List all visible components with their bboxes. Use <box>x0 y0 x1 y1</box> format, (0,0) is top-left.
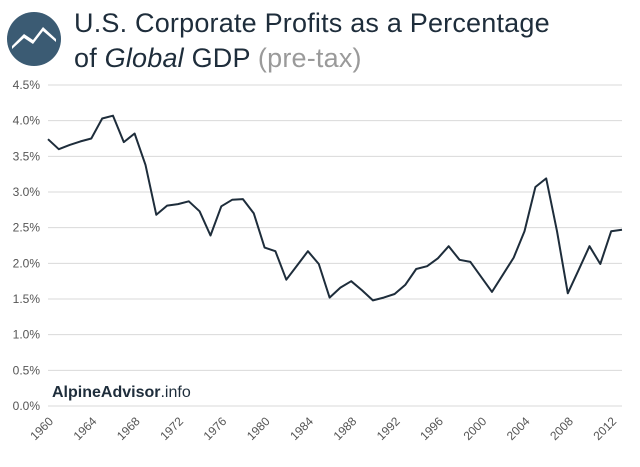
watermark: AlpineAdvisor.info <box>50 384 193 402</box>
title-italic-word: Global <box>104 43 184 73</box>
x-tick-label: 2000 <box>461 414 490 443</box>
series-line <box>47 114 623 302</box>
x-tick-label: 1980 <box>244 414 273 443</box>
x-tick-label: 2004 <box>504 414 533 443</box>
series-group <box>47 114 623 302</box>
y-tick-label: 1.5% <box>13 292 41 306</box>
x-tick-label: 1968 <box>114 414 143 443</box>
x-tick-label: 1972 <box>157 414 186 443</box>
y-tick-label: 4.0% <box>13 114 41 128</box>
x-tick-label: 1992 <box>374 414 403 443</box>
x-tick-label: 1988 <box>331 414 360 443</box>
watermark-bold: AlpineAdvisor <box>52 384 161 401</box>
x-tick-label: 1964 <box>71 414 100 443</box>
title-prefix: of <box>74 43 105 73</box>
title-line-1: U.S. Corporate Profits as a Percentage <box>74 8 550 38</box>
y-tick-label: 1.0% <box>13 328 41 342</box>
x-tick-label: 1996 <box>417 414 446 443</box>
x-tick-label: 1976 <box>201 414 230 443</box>
y-tick-label: 4.5% <box>13 78 41 92</box>
y-tick-label: 3.5% <box>13 149 41 163</box>
mountain-logo-icon <box>7 12 61 66</box>
y-tick-label: 3.0% <box>13 185 41 199</box>
x-tick-label: 1984 <box>287 414 316 443</box>
y-tick-label: 2.5% <box>13 221 41 235</box>
y-axis-ticks: 0.0% 0.5% 1.0% 1.5% 2.0% 2.5% 3.0% 3.5% 4.0% 4.5% <box>13 78 41 413</box>
x-tick-label: 2012 <box>591 414 620 443</box>
x-tick-label: 2008 <box>547 414 576 443</box>
title-line-2: of Global GDP (pre-tax) <box>74 41 550 76</box>
watermark-rest: .info <box>160 384 191 401</box>
title-subtitle: (pre-tax) <box>257 43 362 73</box>
y-tick-label: 0.5% <box>13 363 41 377</box>
y-tick-label: 0.0% <box>13 399 41 413</box>
title-rest: GDP <box>183 43 258 73</box>
x-axis-ticks: 1960 1964 1968 1972 1976 1980 1984 1988 1992 1996… <box>27 414 619 443</box>
x-tick-label: 1960 <box>27 414 56 443</box>
chart-title: U.S. Corporate Profits as a Percentage o… <box>74 6 550 76</box>
y-tick-label: 2.0% <box>13 256 41 270</box>
